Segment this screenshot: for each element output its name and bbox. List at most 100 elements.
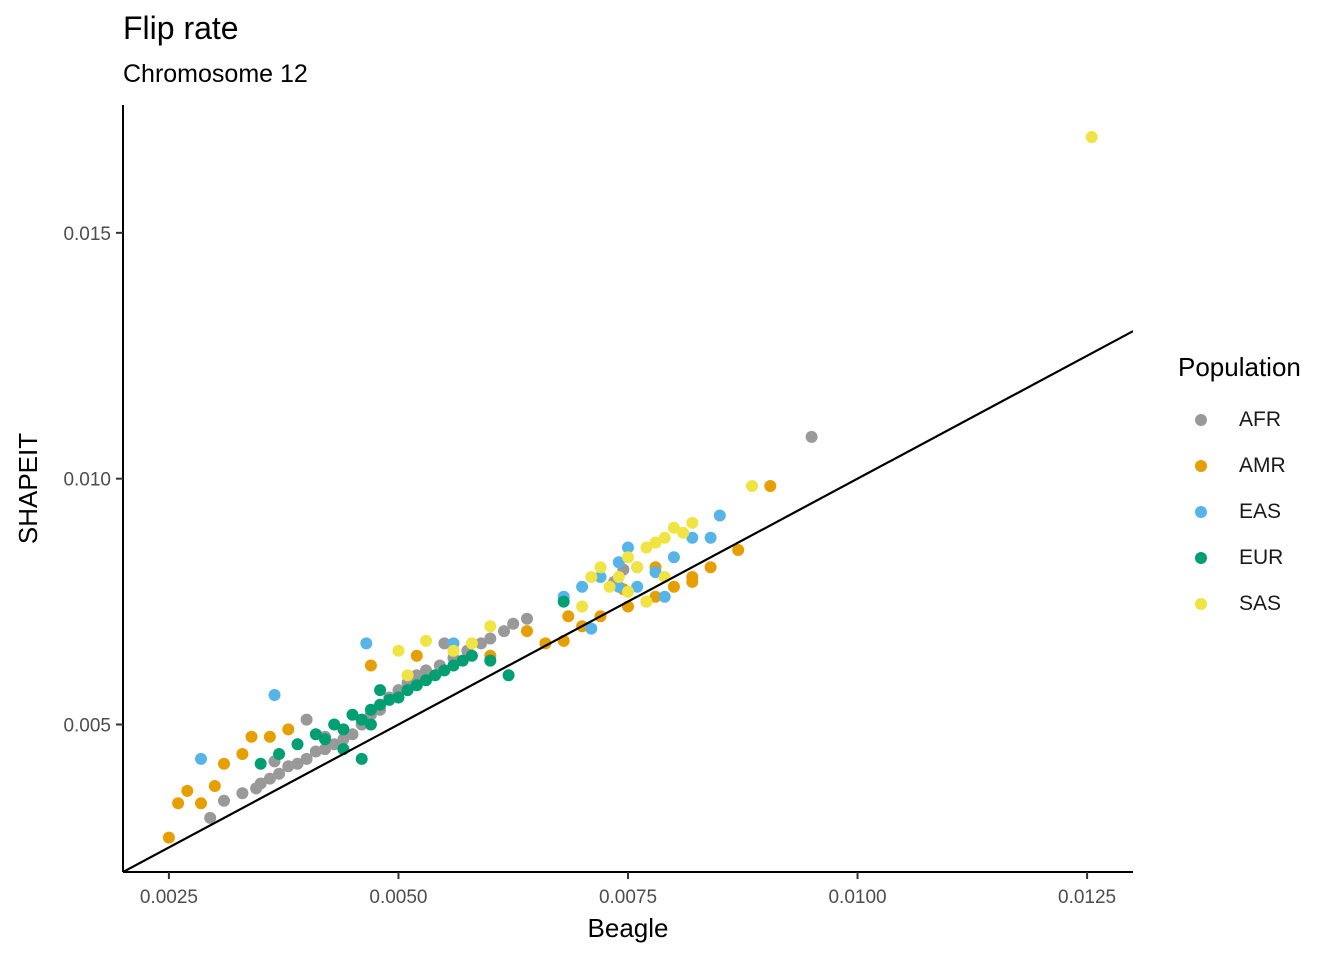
data-point-amr [649, 590, 662, 603]
data-point-sas [484, 620, 497, 633]
data-point-afr [263, 772, 276, 785]
data-point-eur [364, 718, 377, 731]
legend: Population AFR AMR EAS EUR SAS [1178, 352, 1301, 627]
data-point-afr [805, 430, 818, 443]
data-point-afr [218, 794, 230, 807]
x-tick-label: 0.0075 [599, 887, 657, 908]
legend-item-afr: AFR [1178, 397, 1301, 443]
data-point-eur [355, 713, 368, 726]
reference-line [123, 330, 1133, 872]
data-point-sas [677, 526, 690, 539]
points-group [123, 131, 1133, 872]
data-point-amr [263, 730, 276, 743]
data-point-amr [245, 730, 258, 743]
data-point-eur [319, 733, 331, 746]
legend-label: AMR [1239, 454, 1286, 477]
data-point-eur [346, 708, 359, 721]
x-axis-title: Beagle [588, 913, 669, 943]
data-point-amr [208, 780, 221, 792]
data-point-sas [631, 561, 644, 574]
data-point-eur [254, 757, 267, 770]
data-point-eur [502, 669, 515, 682]
data-point-amr [410, 649, 423, 662]
data-point-afr [410, 669, 423, 682]
data-point-sas [420, 634, 432, 647]
legend-key-icon [1195, 552, 1207, 564]
data-point-eas [686, 531, 699, 544]
data-point-eur [374, 684, 387, 697]
data-point-eas [649, 566, 662, 579]
data-point-eas [704, 531, 717, 544]
x-tick-label: 0.0025 [140, 887, 198, 908]
data-point-amr [236, 748, 249, 760]
data-point-eas [585, 622, 598, 635]
data-point-eur [374, 698, 387, 711]
data-point-eas [658, 590, 671, 603]
data-point-afr [328, 738, 341, 751]
data-point-afr [273, 767, 286, 780]
data-point-afr [484, 632, 497, 645]
data-point-sas [667, 521, 680, 534]
data-point-eur [465, 649, 478, 662]
legend-item-sas: SAS [1178, 581, 1301, 627]
data-point-sas [603, 580, 616, 593]
data-point-sas [649, 536, 662, 549]
data-point-amr [162, 831, 175, 844]
data-point-afr [498, 625, 510, 638]
legend-key-icon [1195, 598, 1207, 610]
data-point-amr [562, 610, 575, 623]
data-point-afr [337, 733, 350, 746]
data-point-amr [521, 625, 533, 638]
legend-item-amr: AMR [1178, 443, 1301, 489]
data-point-afr [204, 811, 217, 824]
data-point-eas [594, 571, 607, 583]
data-point-amr [686, 575, 699, 588]
data-point-eas [268, 689, 281, 701]
data-point-sas [447, 644, 460, 657]
legend-label: EAS [1239, 500, 1282, 523]
data-point-eur [429, 669, 442, 682]
data-point-afr [319, 743, 331, 756]
data-point-eur [337, 723, 350, 736]
y-tick-label: 0.010 [63, 470, 111, 491]
x-tick-label: 0.0125 [1058, 887, 1116, 908]
data-point-eur [309, 728, 322, 741]
data-point-sas [640, 595, 653, 608]
data-point-afr [521, 612, 533, 625]
legend-label: EUR [1239, 546, 1284, 569]
legend-item-eas: EAS [1178, 489, 1301, 535]
data-point-eur [364, 703, 377, 716]
data-point-amr [667, 580, 680, 593]
data-point-eas [667, 551, 680, 564]
data-point-afr [254, 777, 267, 790]
data-point-amr [764, 480, 777, 492]
data-point-eas [612, 556, 625, 569]
legend-key-icon [1195, 414, 1207, 426]
data-point-eas [631, 580, 644, 593]
legend-label: SAS [1239, 592, 1282, 615]
data-point-eas [576, 580, 589, 593]
data-point-sas [622, 551, 634, 564]
legend-key-icon [1195, 506, 1207, 518]
data-point-eur [392, 691, 405, 704]
data-point-eur [484, 654, 497, 667]
data-point-sas [401, 669, 414, 682]
x-tick-label: 0.0050 [369, 887, 427, 908]
data-point-afr [507, 617, 520, 630]
data-point-sas [576, 600, 589, 613]
legend-item-eur: EUR [1178, 535, 1301, 581]
data-point-afr [282, 760, 295, 773]
data-point-sas [585, 571, 598, 583]
data-point-eur [447, 659, 460, 672]
data-point-afr [236, 787, 249, 800]
data-point-afr [438, 637, 451, 650]
data-point-sas [465, 637, 478, 650]
data-point-afr [420, 664, 432, 677]
data-point-eur [328, 718, 341, 731]
y-axis-title: SHAPEIT [13, 433, 43, 544]
data-point-eur [456, 654, 469, 667]
data-point-eur [355, 752, 368, 765]
data-point-eur [383, 693, 396, 706]
data-point-afr [309, 745, 322, 758]
data-point-sas [640, 541, 653, 554]
